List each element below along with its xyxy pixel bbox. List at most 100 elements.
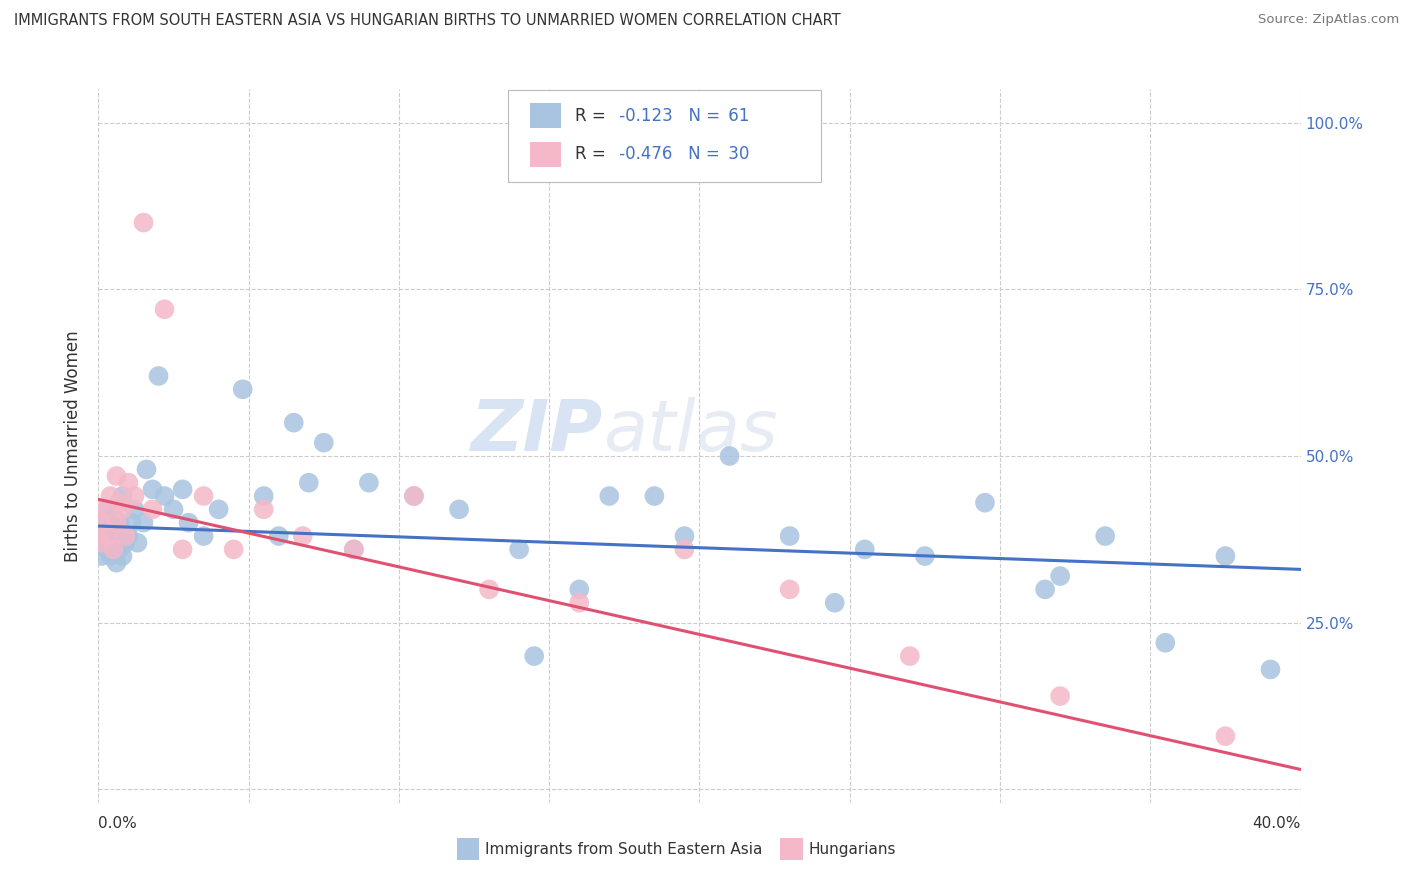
Point xyxy=(103,542,125,557)
Point xyxy=(974,496,997,510)
Point xyxy=(141,483,163,497)
Point xyxy=(172,542,194,557)
Point xyxy=(111,489,134,503)
Text: IMMIGRANTS FROM SOUTH EASTERN ASIA VS HUNGARIAN BIRTHS TO UNMARRIED WOMEN CORREL: IMMIGRANTS FROM SOUTH EASTERN ASIA VS HU… xyxy=(14,13,841,29)
Point xyxy=(90,529,112,543)
Text: Hungarians: Hungarians xyxy=(808,842,896,856)
Point xyxy=(90,516,112,530)
Point xyxy=(103,522,125,536)
Point xyxy=(96,502,118,516)
Point xyxy=(523,649,546,664)
Point xyxy=(103,535,125,549)
Point xyxy=(253,489,276,503)
Point xyxy=(402,489,425,503)
Point xyxy=(117,475,139,490)
Text: R =: R = xyxy=(575,107,612,125)
Point xyxy=(853,542,876,557)
Point xyxy=(100,489,122,503)
Point xyxy=(132,516,155,530)
Text: Immigrants from South Eastern Asia: Immigrants from South Eastern Asia xyxy=(485,842,762,856)
Point xyxy=(105,469,128,483)
Point xyxy=(343,542,366,557)
Point xyxy=(162,502,184,516)
Point xyxy=(222,542,245,557)
Point xyxy=(108,542,131,557)
Point xyxy=(96,529,118,543)
Point xyxy=(100,549,122,563)
Point xyxy=(193,529,215,543)
Point xyxy=(96,529,118,543)
Point xyxy=(111,502,134,516)
Point xyxy=(478,582,501,597)
Point xyxy=(718,449,741,463)
Point xyxy=(105,556,128,570)
Point xyxy=(568,596,591,610)
Point xyxy=(111,549,134,563)
Text: 30: 30 xyxy=(723,145,749,163)
Point xyxy=(177,516,200,530)
Point xyxy=(114,529,136,543)
Point xyxy=(153,489,176,503)
Point xyxy=(283,416,305,430)
Point xyxy=(93,516,115,530)
Text: -0.476   N =: -0.476 N = xyxy=(614,145,725,163)
Point xyxy=(1215,729,1237,743)
Point xyxy=(357,475,380,490)
Point xyxy=(93,502,115,516)
Point xyxy=(127,535,149,549)
Point xyxy=(108,516,131,530)
Point xyxy=(824,596,846,610)
Point xyxy=(673,529,696,543)
Point xyxy=(1033,582,1056,597)
Point xyxy=(108,496,131,510)
Point xyxy=(124,502,146,516)
Point xyxy=(267,529,290,543)
Point xyxy=(193,489,215,503)
Point xyxy=(779,529,801,543)
Point xyxy=(253,502,276,516)
Text: R =: R = xyxy=(575,145,612,163)
Point xyxy=(121,516,143,530)
Point xyxy=(153,302,176,317)
Point xyxy=(673,542,696,557)
Point xyxy=(779,582,801,597)
Point xyxy=(298,475,321,490)
Point xyxy=(124,489,146,503)
Point xyxy=(90,535,112,549)
Point xyxy=(312,435,335,450)
Point xyxy=(447,502,470,516)
Text: atlas: atlas xyxy=(603,397,778,467)
Y-axis label: Births to Unmarried Women: Births to Unmarried Women xyxy=(65,330,83,562)
Point xyxy=(1260,662,1282,676)
Point xyxy=(105,529,128,543)
Point xyxy=(135,462,157,476)
Point xyxy=(90,549,112,563)
Point xyxy=(103,509,125,524)
Point xyxy=(105,516,128,530)
Point xyxy=(1049,689,1071,703)
Point xyxy=(93,535,115,549)
Point xyxy=(508,542,530,557)
Text: 40.0%: 40.0% xyxy=(1253,816,1301,831)
Point xyxy=(914,549,936,563)
Point xyxy=(898,649,921,664)
Text: -0.123   N =: -0.123 N = xyxy=(614,107,725,125)
Point xyxy=(1215,549,1237,563)
Point xyxy=(208,502,231,516)
Point xyxy=(1154,636,1177,650)
Point xyxy=(114,535,136,549)
Point xyxy=(96,542,118,557)
Text: 0.0%: 0.0% xyxy=(98,816,138,831)
Point xyxy=(1049,569,1071,583)
Point xyxy=(132,216,155,230)
Point xyxy=(291,529,314,543)
Point xyxy=(100,516,122,530)
Point xyxy=(141,502,163,516)
Point xyxy=(1094,529,1116,543)
Point xyxy=(343,542,366,557)
Point xyxy=(598,489,620,503)
Text: Source: ZipAtlas.com: Source: ZipAtlas.com xyxy=(1258,13,1399,27)
Point xyxy=(117,529,139,543)
Text: 61: 61 xyxy=(723,107,749,125)
Point xyxy=(148,368,170,383)
